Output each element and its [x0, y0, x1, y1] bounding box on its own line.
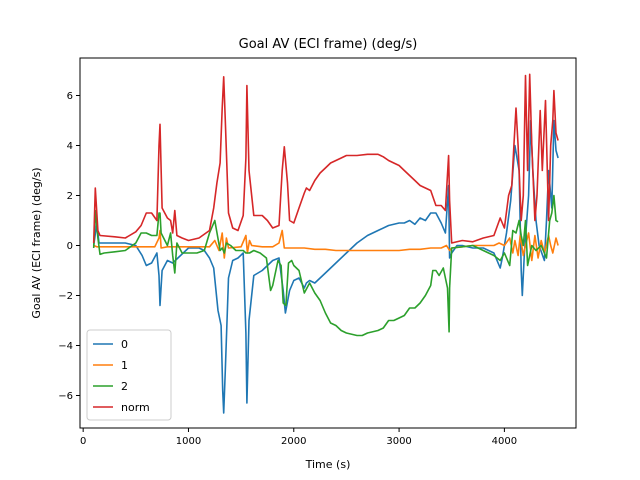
series-line-2 [92, 194, 559, 337]
legend-box [86, 329, 172, 421]
x-tick-label: 2000 [281, 436, 306, 447]
legend-label-1: 1 [121, 359, 128, 372]
legend-label-2: 2 [121, 380, 128, 393]
x-axis-label: Time (s) [305, 458, 351, 471]
y-tick-label: −4 [58, 341, 73, 352]
y-tick-label: 4 [67, 141, 73, 152]
series-line-norm [92, 73, 559, 244]
chart-title: Goal AV (ECI frame) (deg/s) [239, 37, 418, 52]
x-tick-label: 0 [80, 436, 86, 447]
x-tick-label: 1000 [176, 436, 201, 447]
legend: 0 1 2 norm [86, 329, 172, 421]
y-tick-label: 6 [67, 91, 73, 102]
plot-frame [79, 57, 577, 429]
tick-layer: 0 1000 2000 3000 4000 −6 −4 −2 0 2 4 6 [58, 91, 517, 447]
x-tick-label: 4000 [492, 436, 517, 447]
y-tick-label: 2 [67, 191, 73, 202]
legend-label-norm: norm [121, 401, 150, 414]
series-layer [92, 73, 559, 414]
y-tick-label: −2 [58, 291, 73, 302]
y-tick-label: 0 [67, 241, 73, 252]
legend-label-0: 0 [121, 338, 128, 351]
x-tick-label: 3000 [386, 436, 411, 447]
y-axis-label: Goal AV (ECI frame) (deg/s) [30, 167, 43, 318]
y-tick-label: −6 [58, 391, 73, 402]
